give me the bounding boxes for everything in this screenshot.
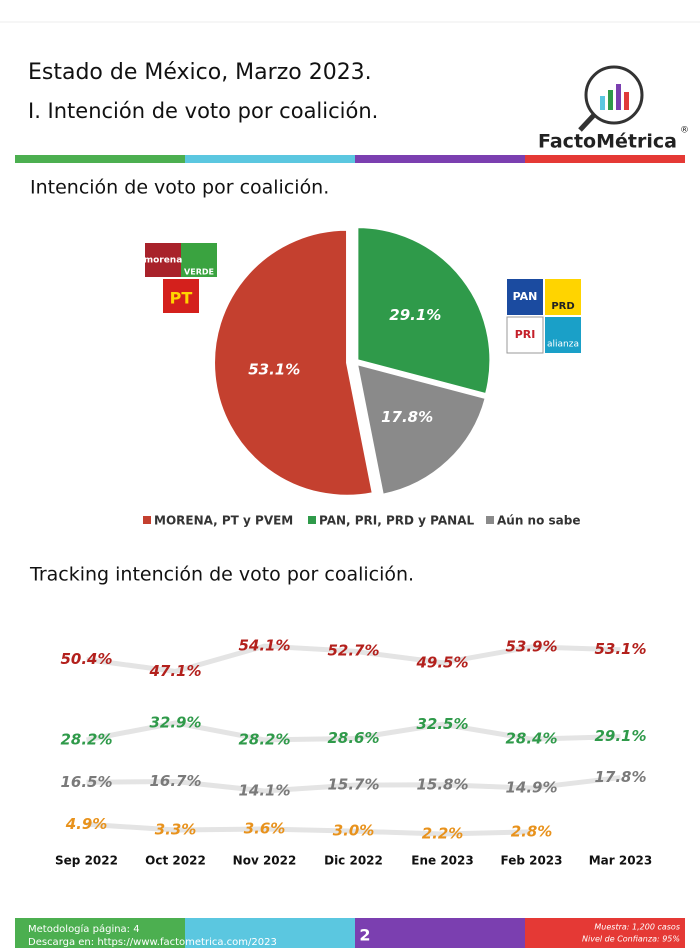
x-tick-label: Feb 2023 [500,854,562,868]
x-tick-label: Dic 2022 [324,854,383,868]
data-label: 28.2% [60,730,112,748]
slice-label: 29.1% [389,306,441,324]
data-label: 47.1% [148,662,201,680]
color-bar [15,155,685,163]
brand-icon [578,65,644,132]
data-label: 15.7% [327,776,379,794]
footer-text: Muestra: 1,200 casos [594,923,680,932]
footer-text: Nivel de Confianza: 95% [582,935,680,944]
data-label: 54.1% [238,637,290,655]
data-label: 28.2% [238,730,290,748]
data-label: 53.9% [505,637,557,655]
data-label: 14.1% [238,781,290,799]
data-label: 49.5% [415,653,468,671]
data-label: 3.3% [155,821,197,839]
data-label: 17.8% [594,768,646,786]
pie-slice [213,228,374,497]
legend-swatch [486,516,494,524]
title: Estado de México, Marzo 2023. [28,60,372,85]
data-label: 3.0% [333,822,375,840]
data-label: 14.9% [505,779,557,797]
data-label: 16.5% [60,773,112,791]
data-label: 16.7% [149,772,201,790]
x-tick-label: Ene 2023 [411,854,473,868]
footer [15,918,685,948]
slice-label: 53.1% [248,360,300,378]
logo-text: VERDE [184,268,214,277]
data-label: 52.7% [327,642,379,660]
legend-label: PAN, PRI, PRD y PANAL [319,514,474,528]
legend-label: Aún no sabe [497,514,580,528]
series-line [86,720,621,743]
footer-text: Descarga en: https://www.factometrica.co… [28,937,277,948]
logo-text: PT [170,289,193,308]
x-tick-label: Nov 2022 [233,854,297,868]
pie-slice [355,362,487,496]
data-label: 2.2% [422,825,464,843]
data-label: 29.1% [594,727,646,745]
data-label: 32.9% [149,713,201,731]
x-tick-label: Mar 2023 [589,854,653,868]
logo-text: alianza [547,340,579,350]
footer-text: Metodología página: 4 [28,923,140,935]
logos-right [506,279,581,354]
data-label: 15.8% [416,775,468,793]
brand-mark: ® [680,126,689,136]
series-line [86,775,621,794]
x-tick-label: Sep 2022 [55,854,118,868]
logo-text: PAN [513,290,538,303]
brand: FactoMétrica [538,131,677,153]
data-label: 50.4% [60,650,112,668]
legend-label: MORENA, PT y PVEM [154,514,293,528]
pie-title: Intención de voto por coalición. [30,177,329,199]
logo-text: PRD [551,301,574,312]
logo-text: PRI [515,328,536,341]
line-title: Tracking intención de voto por coalición… [29,564,414,586]
series-line [86,821,532,837]
logo-text: morena [144,256,183,266]
legend-swatch [308,516,316,524]
data-label: 2.8% [511,822,553,840]
data-label: 32.5% [416,715,468,733]
x-tick-label: Oct 2022 [145,854,206,868]
data-label: 28.6% [327,729,379,747]
data-label: 53.1% [594,640,646,658]
subtitle: I. Intención de voto por coalición. [28,99,378,123]
slice-label: 17.8% [381,408,433,426]
series-line [86,643,621,675]
page-number: 2 [359,926,370,945]
data-label: 28.4% [505,730,557,748]
logos-left [145,243,217,313]
pie-slice [356,226,492,396]
data-label: 3.6% [244,819,286,837]
data-label: 4.9% [65,815,108,833]
legend-swatch [143,516,151,524]
